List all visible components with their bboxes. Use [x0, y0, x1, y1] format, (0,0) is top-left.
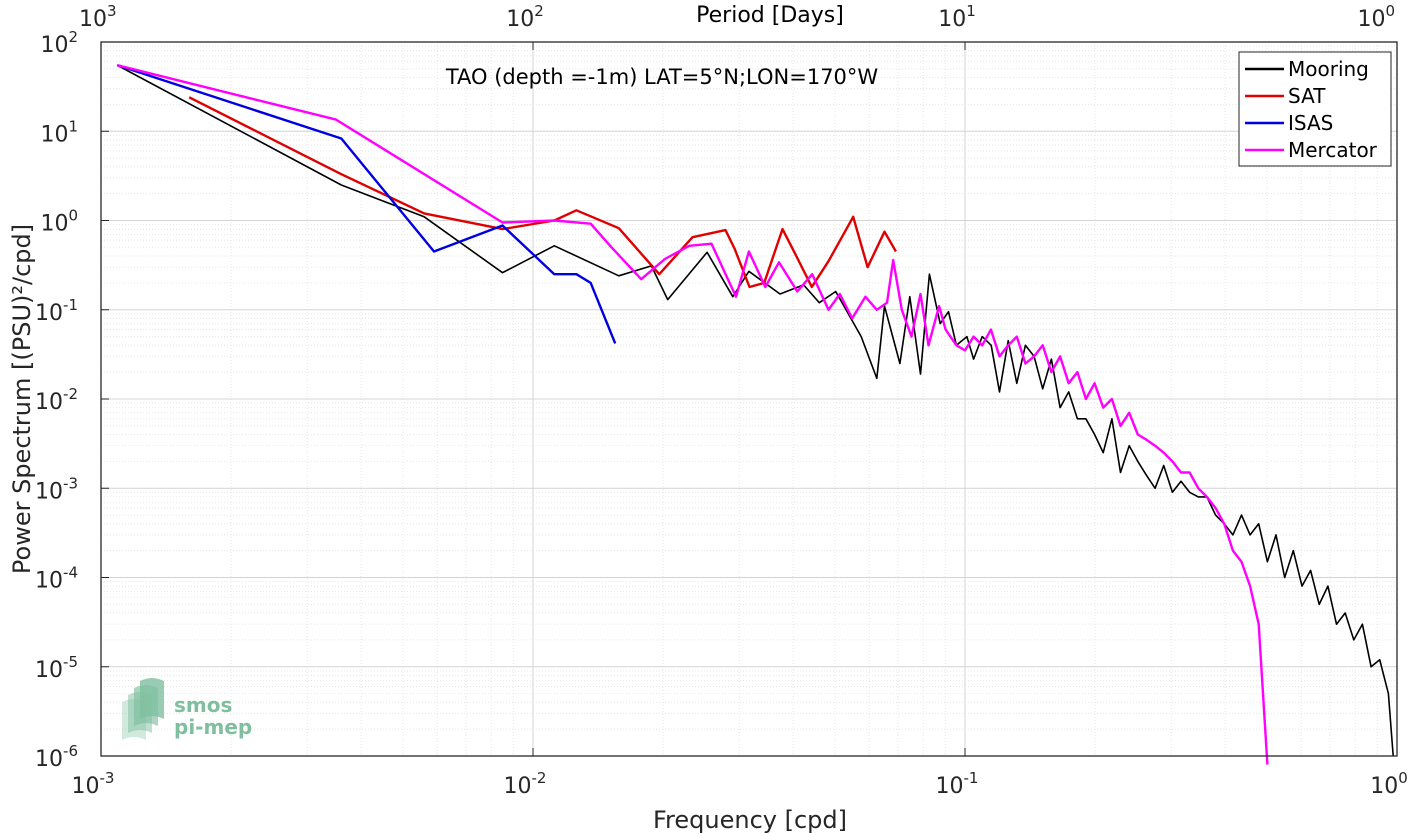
top-axis-title: Period [Days] — [696, 3, 844, 28]
legend-label: Mercator — [1288, 138, 1378, 162]
y-tick-label: 10-3 — [35, 474, 78, 504]
x-tick-label: 10-2 — [504, 769, 547, 799]
logo: smos pi-mep — [122, 678, 252, 740]
top-tick-label: 102 — [506, 2, 544, 32]
x-tick-label: 10-1 — [936, 769, 979, 799]
y-tick-label: 102 — [40, 28, 78, 58]
logo-wave-shape — [140, 678, 164, 719]
y-tick-label: 10-4 — [35, 564, 78, 594]
axis-ticks: 10-3 10-2 10-1 100 102 101 100 10-1 10-2 10-3 10-4… — [35, 2, 1408, 799]
logo-waves-icon — [122, 678, 164, 740]
legend-box — [1238, 51, 1392, 167]
x-tick-label: 100 — [1370, 769, 1408, 799]
series-line-mooring — [116, 64, 1394, 757]
logo-line1: smos — [174, 693, 232, 717]
top-tick-label: 103 — [79, 2, 117, 32]
legend-label: ISAS — [1288, 111, 1333, 135]
x-axis-title: Frequency [cpd] — [653, 806, 847, 834]
logo-line2: pi-mep — [174, 715, 252, 739]
series-line-isas — [116, 64, 617, 344]
y-tick-label: 100 — [40, 207, 78, 237]
series-line-mercator — [116, 64, 1269, 765]
x-tick-label: 10-3 — [72, 769, 115, 799]
y-tick-label: 10-2 — [35, 385, 78, 415]
y-tick-label: 10-6 — [35, 742, 78, 772]
y-tick-label: 10-1 — [35, 296, 78, 326]
y-axis-title: Power Spectrum [(PSU)²/cpd] — [8, 224, 36, 574]
y-tick-label: 10-5 — [35, 653, 78, 683]
series-lines — [116, 64, 1394, 765]
chart-title: TAO (depth =-1m) LAT=5°N;LON=170°W — [445, 65, 879, 89]
series-line-sat — [188, 96, 897, 289]
top-tick-label: 100 — [1357, 2, 1395, 32]
legend-label: Mooring — [1288, 57, 1369, 81]
legend: Mooring SAT ISAS Mercator — [1238, 51, 1392, 167]
legend-label: SAT — [1288, 84, 1326, 108]
top-tick-label: 101 — [938, 2, 976, 32]
y-tick-label: 101 — [40, 117, 78, 147]
